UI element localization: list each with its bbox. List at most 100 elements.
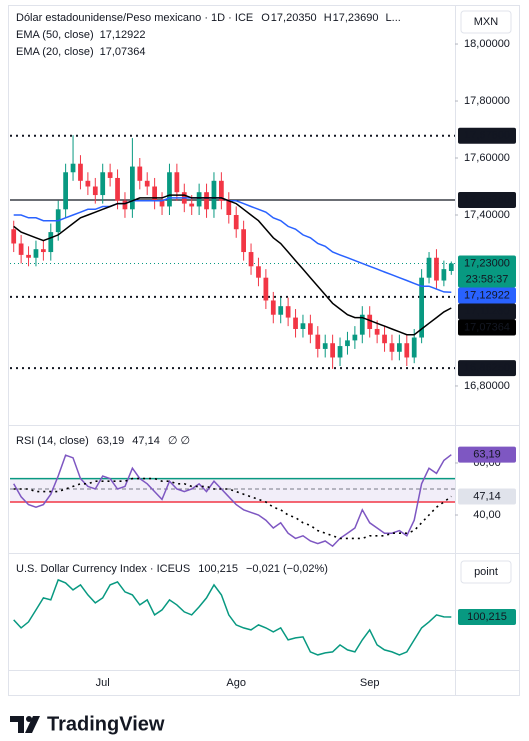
series-line [13,477,452,540]
legend-status: ∅ ∅ [168,435,190,447]
legend-value: 100,215 [198,563,238,575]
ema-line [13,194,452,336]
candle-body [293,317,298,329]
candle-body [330,343,335,358]
candle-body [204,192,209,210]
candle-body [18,243,24,255]
candle-body [389,343,395,352]
candle-body [419,277,424,338]
candle-body [352,334,358,341]
series-label-text: 63,19 [473,449,501,461]
ohlc-key: H [324,12,332,24]
legend-value: 63,19 [97,435,125,447]
candle-body [411,337,417,358]
candle-body [115,177,120,201]
candle-body [92,186,98,196]
candle-body [226,200,232,215]
legend-value: 47,14 [132,435,160,447]
candle-body [241,229,246,253]
candle-body [70,163,76,173]
series-label [458,488,516,505]
candle-body [426,257,432,278]
candle-body [26,254,31,258]
legend-value: 17,07364 [100,46,146,58]
candle-body [63,172,68,210]
candle-body [233,215,239,230]
candle-body [404,343,410,358]
y-tick-label: 18,00000 [464,38,510,50]
level-label-text: 16,86250 [464,362,510,374]
candle-body [130,166,135,210]
ohlc-key: O [261,12,270,24]
ema-label-text: 17,07364 [464,321,510,333]
level-label [458,360,516,377]
candle-body [211,180,217,210]
candle-body [448,263,454,271]
candle-body [33,249,39,258]
candle-body [137,166,143,181]
ohlc-more: L... [386,12,401,24]
level-label [458,303,516,320]
candle-body [367,314,373,329]
ema-label [458,319,516,336]
logo [10,716,40,733]
candle-body [308,323,313,335]
candle-body [122,200,128,210]
y-tick-label: 16,80000 [464,380,510,392]
legend-name: EMA (50, close) [16,29,94,41]
y-tick-label: 17,60000 [464,152,510,164]
candle-body [174,172,180,193]
ema-label-text: 17,12922 [464,289,510,301]
x-tick-label: Jul [96,677,110,689]
candle-body [107,172,113,178]
frame [8,5,520,696]
level-label-text: 17,67800 [464,130,510,142]
currency: MXN [474,16,499,28]
candle-body [441,269,447,281]
brand: TradingView [47,713,165,735]
candle-body [345,340,350,347]
candle-body [270,300,276,315]
y-tick-label: 17,80000 [464,95,510,107]
level-label [458,127,516,144]
scale-box [460,560,512,584]
legend-value: 17,12922 [100,29,146,41]
level-label-text: 17,45260 [464,194,510,206]
series-line [13,454,452,548]
legend-title: Dólar estadounidense/Peso mexicano · 1D … [16,12,253,24]
candle-body [144,180,150,187]
series-label [458,446,516,463]
candle-body [397,343,402,352]
candle-body [382,334,387,344]
candle-body [41,249,46,253]
last-price-label-text: 17,23000 [464,257,510,269]
legend-title: RSI (14, close) [16,435,89,447]
y-tick-label: 40,00 [473,509,501,521]
candle-body [374,328,380,335]
series-label-text: 100,215 [467,611,507,623]
level-label-text: 17,11260 [464,305,509,317]
candle-body [248,252,254,267]
candle-body [100,172,106,196]
legend-change: −0,021 (−0,02%) [246,563,328,575]
candle-body [48,232,54,253]
scale-label: point [474,566,498,578]
candle-body [196,192,202,207]
ohlc-value: 17,23690 [333,12,379,24]
series-label [458,609,516,625]
candle-body [300,323,306,329]
candle-body [256,266,261,278]
ohlc-value: 17,20350 [271,12,317,24]
y-tick-label: 17,40000 [464,209,510,221]
candle-body [337,346,343,358]
candle-body [322,343,328,349]
candle-body [434,257,439,281]
ema-label [458,287,516,304]
legend-name: EMA (20, close) [16,46,94,58]
candle-body [263,277,269,301]
x-tick-label: Sep [360,677,380,689]
candle-body [11,229,17,244]
last-price-label-text: 23:58:37 [466,273,509,285]
